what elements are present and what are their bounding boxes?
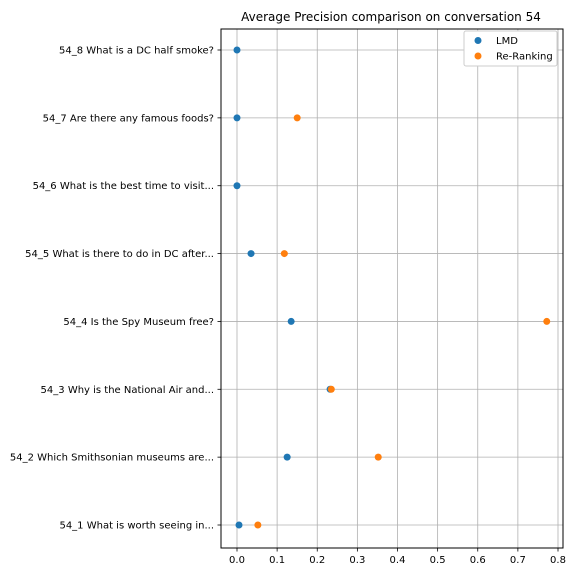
point-lmd xyxy=(247,250,255,258)
y-tick-label: 54_1 What is worth seeing in... xyxy=(59,521,214,532)
x-axis: 0.0 0.1 0.2 0.3 0.4 0.5 0.6 0.7 0.8 xyxy=(229,548,566,566)
point-re-ranking xyxy=(327,385,335,393)
axes-frame xyxy=(220,28,564,549)
point-lmd xyxy=(233,182,241,190)
legend-marker-lmd xyxy=(474,37,482,44)
legend-label-reranking: Re-Ranking xyxy=(496,52,553,63)
point-lmd xyxy=(283,453,291,461)
point-re-ranking xyxy=(293,114,301,122)
point-lmd xyxy=(233,46,241,54)
point-re-ranking xyxy=(374,453,382,461)
y-tick-label: 54_3 Why is the National Air and... xyxy=(41,385,214,396)
x-tick-label: 0.0 xyxy=(229,555,245,566)
chart-title: Average Precision comparison on conversa… xyxy=(241,10,541,24)
point-lmd xyxy=(287,317,295,325)
point-lmd xyxy=(235,521,243,529)
y-tick-label: 54_8 What is a DC half smoke? xyxy=(59,46,214,57)
legend-marker-reranking xyxy=(474,52,482,60)
point-re-ranking xyxy=(543,317,551,325)
y-tick-label: 54_2 Which Smithsonian museums are... xyxy=(10,453,214,464)
y-tick-label: 54_5 What is there to do in DC after... xyxy=(25,249,214,260)
x-tick-label: 0.6 xyxy=(470,555,486,566)
y-axis: 54_1 What is worth seeing in... 54_2 Whic… xyxy=(10,46,221,532)
x-tick-label: 0.5 xyxy=(430,555,446,566)
x-tick-label: 0.1 xyxy=(269,555,285,566)
data-points xyxy=(233,46,551,529)
point-lmd xyxy=(233,114,241,122)
x-tick-label: 0.7 xyxy=(510,555,526,566)
point-re-ranking xyxy=(280,250,288,258)
grid-layer xyxy=(221,29,563,548)
x-tick-label: 0.2 xyxy=(309,555,325,566)
legend-label-lmd: LMD xyxy=(496,36,518,47)
point-re-ranking xyxy=(254,521,262,529)
x-tick-label: 0.4 xyxy=(390,555,406,566)
y-tick-label: 54_4 Is the Spy Museum free? xyxy=(63,317,214,328)
x-tick-label: 0.3 xyxy=(349,555,365,566)
legend: LMD Re-Ranking xyxy=(463,30,558,67)
y-tick-label: 54_6 What is the best time to visit... xyxy=(33,181,214,192)
legend-frame xyxy=(463,30,558,67)
x-tick-label: 0.8 xyxy=(550,555,566,566)
y-tick-label: 54_7 Are there any famous foods? xyxy=(43,113,214,124)
